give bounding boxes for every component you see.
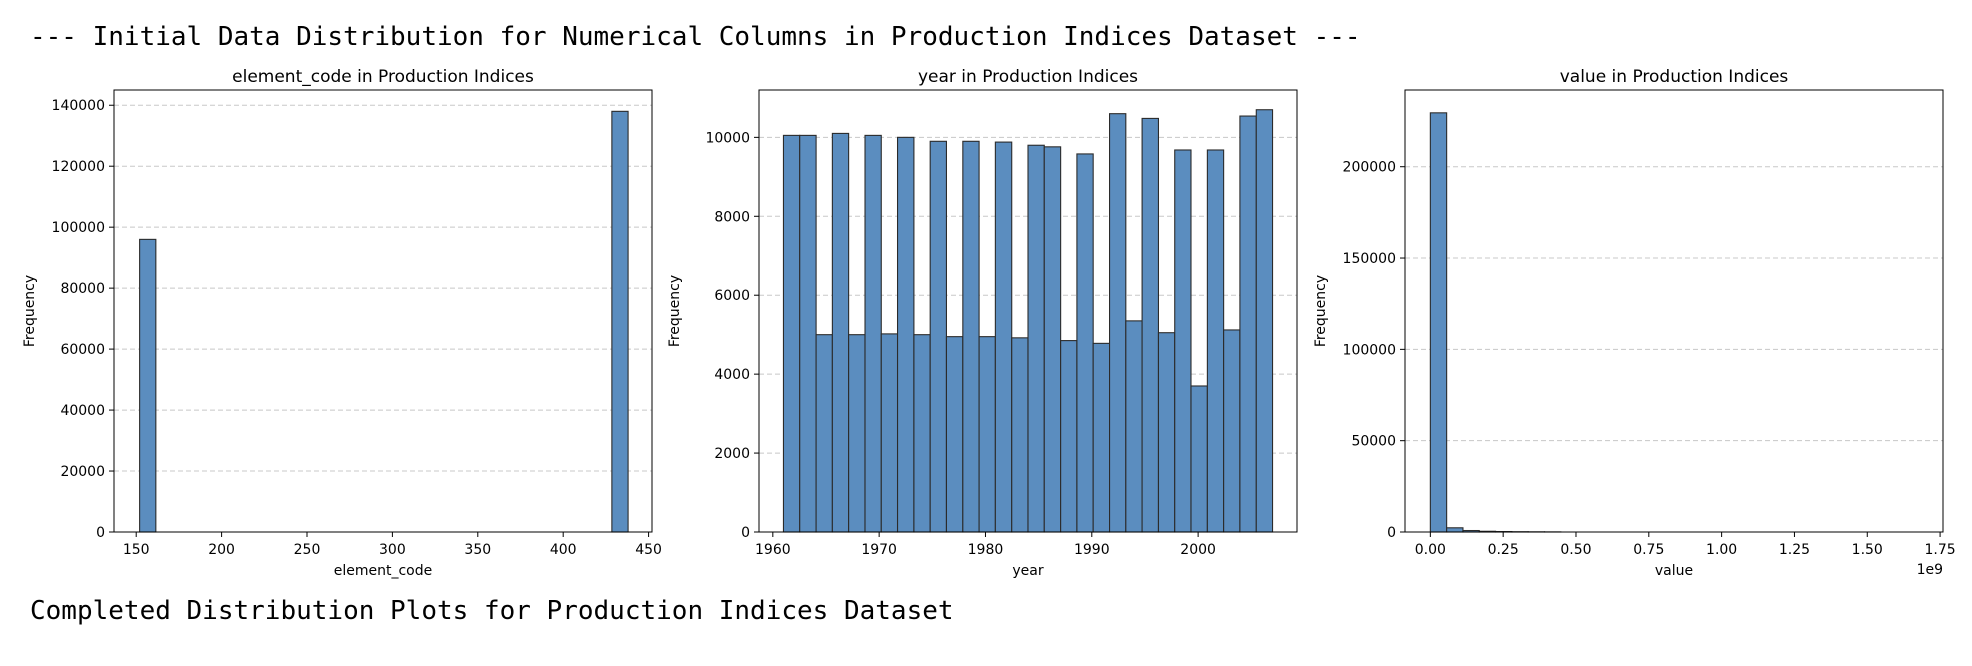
element-code-y-tick-label: 120000: [52, 159, 105, 175]
value-x-offset-label: 1e9: [1917, 562, 1943, 578]
year-x-tick-label: 1970: [861, 542, 897, 558]
value-x-tick-label: 1.00: [1706, 542, 1737, 558]
year-histogram-bar: [864, 134, 882, 533]
output-footer-line: Completed Distribution Plots for Product…: [30, 596, 954, 626]
value-y-tick-label: 150000: [1343, 251, 1396, 267]
value-y-tick-label: 50000: [1351, 434, 1396, 450]
histogram-figure: 0200004000060000800001000001200001400001…: [22, 67, 1956, 579]
year-histogram-bar: [962, 140, 980, 533]
year-histogram-bar: [1206, 149, 1225, 533]
year-histogram-bar: [848, 334, 866, 533]
value-histogram-panel: 0 50000 100000 150000 200000 0.00 0.25 0.50 0.75…: [1313, 67, 1956, 579]
value-x-tick-label: 1.75: [1925, 542, 1956, 558]
year-histogram-bar: [1125, 320, 1143, 533]
element-code-histogram-panel: 0 20000 40000 60000 80000 100000 120000 140000 1…: [22, 67, 662, 579]
value-x-axis-label: value: [1655, 563, 1693, 579]
year-x-tick-label: 1960: [755, 542, 791, 558]
year-histogram-bar: [815, 334, 833, 533]
year-histogram-bar: [1092, 342, 1111, 533]
year-axes-frame: [758, 89, 1298, 533]
value-y-axis-label: Frequency: [1313, 275, 1329, 347]
element-code-x-tick-label: 200: [208, 542, 235, 558]
year-histogram-bar: [799, 134, 817, 533]
year-y-tick-label: 4000: [714, 367, 750, 383]
year-histogram-bar: [1027, 144, 1045, 533]
year-histogram-bar: [1239, 115, 1257, 533]
element-code-y-tick-label: 60000: [60, 342, 105, 358]
year-histogram-bar: [896, 136, 915, 533]
element-code-x-tick-label: 150: [123, 542, 150, 558]
year-x-tick-label: 2000: [1180, 542, 1216, 558]
element-code-histogram-bar: [139, 238, 157, 533]
year-y-tick-label: 6000: [714, 288, 750, 304]
year-x-tick-label: 1990: [1074, 542, 1110, 558]
year-histogram-bar: [945, 336, 964, 533]
year-histogram-bar: [1255, 109, 1274, 533]
year-histogram-bar: [1043, 146, 1062, 533]
element-code-y-tick-label: 140000: [52, 98, 105, 114]
year-y-tick-label: 10000: [705, 130, 750, 146]
year-histogram-bar: [1109, 113, 1127, 533]
year-chart-title: year in Production Indices: [918, 67, 1138, 87]
year-histogram-bar: [1190, 385, 1208, 533]
output-header-line: --- Initial Data Distribution for Numeri…: [30, 22, 1361, 52]
year-histogram-bar: [913, 334, 931, 533]
year-x-axis-label: year: [1012, 563, 1043, 579]
element-code-x-tick-label: 400: [550, 542, 577, 558]
element-code-x-axis-label: element_code: [334, 563, 433, 579]
value-x-tick-label: 0.00: [1415, 542, 1446, 558]
value-x-tick-label: 1.25: [1779, 542, 1810, 558]
value-y-tick-label: 100000: [1343, 342, 1396, 358]
value-y-tick-label: 200000: [1343, 160, 1396, 176]
year-y-tick-label: 8000: [714, 209, 750, 225]
year-y-axis-label: Frequency: [667, 275, 683, 347]
value-chart-title: value in Production Indices: [1560, 67, 1789, 87]
element-code-x-tick-label: 350: [464, 542, 491, 558]
year-histogram-bar: [1174, 149, 1192, 533]
value-x-tick-label: 0.75: [1633, 542, 1664, 558]
element-code-y-axis-label: Frequency: [22, 275, 38, 347]
year-x-tick-label: 1980: [968, 542, 1004, 558]
value-x-tick-label: 1.50: [1852, 542, 1883, 558]
element-code-y-tick-label: 100000: [52, 220, 105, 236]
value-histogram-bar: [1429, 112, 1448, 533]
element-code-axes-frame: [113, 89, 653, 533]
value-x-tick-label: 0.50: [1560, 542, 1591, 558]
value-y-tick-label: 0: [1387, 525, 1396, 541]
year-y-tick-label: 0: [741, 525, 750, 541]
element-code-x-tick-label: 300: [379, 542, 406, 558]
element-code-y-tick-label: 80000: [60, 281, 105, 297]
year-histogram-panel: 0 2000 4000 6000 8000 10000 1960 1970 1980 1990 20…: [667, 67, 1298, 579]
year-histogram-bar: [831, 132, 850, 533]
year-histogram-bar: [978, 336, 996, 533]
year-histogram-bar: [929, 140, 947, 533]
element-code-y-tick-label: 20000: [60, 464, 105, 480]
year-histogram-bar: [1223, 329, 1241, 533]
element-code-chart-title: element_code in Production Indices: [232, 67, 534, 87]
year-histogram-bar: [782, 134, 801, 533]
year-histogram-bar: [880, 333, 899, 533]
year-histogram-bar: [1011, 337, 1029, 533]
year-histogram-bar: [1157, 332, 1176, 533]
year-histogram-bar: [1060, 340, 1078, 533]
element-code-histogram-bar: [611, 110, 629, 533]
year-histogram-bar: [1141, 117, 1160, 533]
element-code-y-tick-label: 40000: [60, 403, 105, 419]
year-histogram-bar: [994, 141, 1013, 533]
element-code-x-tick-label: 450: [635, 542, 662, 558]
value-histogram-bar: [1446, 527, 1464, 533]
value-x-tick-label: 0.25: [1488, 542, 1519, 558]
value-axes-frame: [1404, 89, 1944, 533]
year-y-tick-label: 2000: [714, 446, 750, 462]
year-histogram-bar: [1076, 153, 1094, 533]
element-code-x-tick-label: 250: [294, 542, 321, 558]
element-code-y-tick-label: 0: [96, 525, 105, 541]
